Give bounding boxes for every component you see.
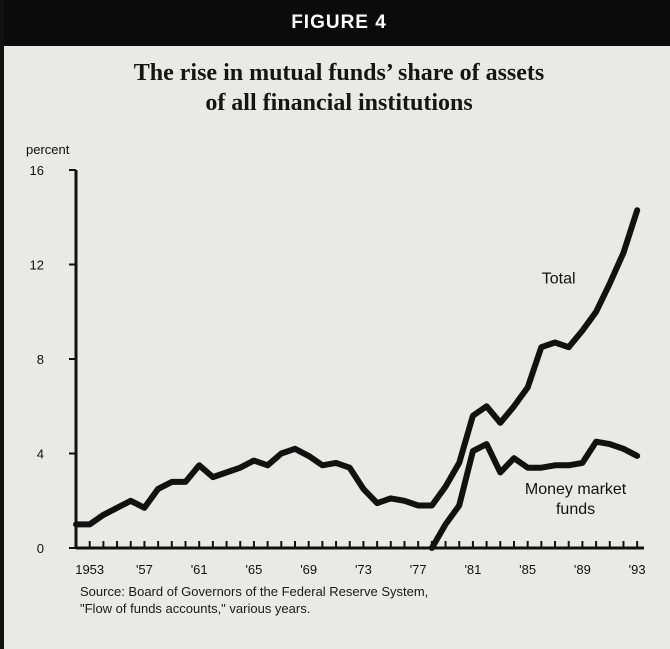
chart-title: The rise in mutual funds’ share of asset…	[4, 58, 670, 118]
source-note: Source: Board of Governors of the Federa…	[80, 583, 428, 617]
x-tick-label: 1953	[75, 562, 104, 577]
x-tick-label: '65	[245, 562, 262, 577]
x-tick-label: '69	[300, 562, 317, 577]
series-label-money-market-line-1: Money market	[525, 481, 627, 498]
x-tick-label: '89	[574, 562, 591, 577]
money-market-funds-line	[428, 438, 641, 551]
y-axis-label: percent	[26, 142, 70, 157]
x-tick-label: '73	[355, 562, 372, 577]
y-tick-label: 0	[37, 541, 44, 556]
y-tick-label: 8	[37, 352, 44, 367]
x-tick-label: '85	[519, 562, 536, 577]
x-tick-label: '57	[136, 562, 153, 577]
chart-title-line-1: The rise in mutual funds’ share of asset…	[133, 60, 545, 86]
x-tick-label: '61	[191, 562, 208, 577]
y-tick-label: 4	[37, 447, 44, 462]
y-tick-label: 12	[30, 258, 44, 273]
x-tick-label: '81	[464, 562, 481, 577]
total-line	[73, 207, 641, 528]
x-tick-label: '93	[629, 562, 646, 577]
chart-title-line-2: of all financial institutions	[205, 90, 473, 116]
source-line-1: Source: Board of Governors of the Federa…	[80, 584, 429, 599]
line-chart: percent 0 4 8 12 16 1953 '57 '61 '65 '69 '73 '77 '81 '…	[26, 142, 646, 577]
source-line-2: "Flow of funds accounts," various years.	[80, 601, 311, 616]
x-tick-label: '77	[410, 562, 427, 577]
series-label-total: Total	[542, 270, 576, 287]
series-label-money-market-line-2: funds	[556, 501, 595, 518]
y-tick-label: 16	[30, 163, 44, 178]
figure-label: FIGURE 4	[4, 0, 670, 46]
